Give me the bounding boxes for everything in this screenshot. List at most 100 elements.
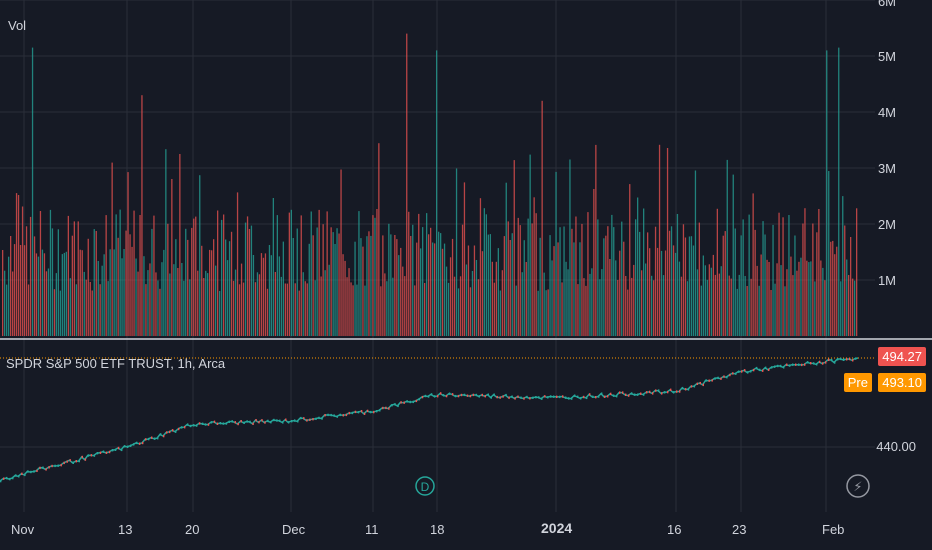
price-candle bbox=[291, 420, 293, 423]
volume-bar bbox=[854, 280, 856, 336]
price-candle bbox=[472, 393, 475, 397]
price-candle bbox=[628, 394, 630, 397]
volume-bar bbox=[790, 256, 792, 336]
split-marker-glyph: ⚡ bbox=[853, 480, 862, 495]
volume-bar bbox=[296, 228, 298, 336]
volume-bar bbox=[710, 267, 712, 336]
price-candle bbox=[684, 388, 687, 391]
price-candle bbox=[481, 393, 483, 397]
volume-bar bbox=[230, 231, 233, 336]
volume-bar bbox=[656, 247, 659, 336]
volume-bar bbox=[599, 279, 601, 336]
price-candle bbox=[418, 398, 421, 401]
volume-bar bbox=[228, 241, 231, 336]
dividend-marker-icon[interactable] bbox=[415, 476, 435, 496]
price-candle bbox=[294, 419, 296, 422]
price-candle bbox=[831, 358, 833, 362]
volume-bar bbox=[746, 286, 748, 336]
volume-bar bbox=[137, 271, 139, 336]
volume-bar bbox=[342, 254, 344, 336]
last-price-tag: 494.27 bbox=[878, 347, 926, 366]
volume-bar bbox=[820, 260, 822, 336]
price-candle bbox=[643, 393, 645, 396]
price-candle bbox=[852, 359, 854, 362]
price-candle bbox=[463, 393, 466, 397]
volume-bar bbox=[207, 273, 209, 336]
price-candle bbox=[339, 413, 341, 417]
volume-bar bbox=[619, 250, 621, 336]
volume-bar bbox=[525, 262, 527, 336]
price-candle bbox=[714, 377, 716, 380]
volume-bar bbox=[609, 259, 611, 336]
price-candle bbox=[502, 395, 504, 398]
price-candle bbox=[342, 414, 344, 417]
price-candle bbox=[687, 388, 690, 391]
volume-bar bbox=[430, 227, 432, 336]
price-candle bbox=[66, 460, 68, 463]
price-candle bbox=[430, 393, 433, 396]
price-candle bbox=[60, 464, 62, 467]
volume-bar bbox=[322, 224, 324, 336]
volume-bar bbox=[511, 233, 513, 336]
price-candle bbox=[559, 395, 561, 399]
volume-bar bbox=[280, 276, 282, 336]
volume-bar bbox=[197, 270, 199, 336]
price-candle bbox=[312, 418, 314, 421]
price-candle bbox=[520, 396, 522, 399]
price-candle bbox=[765, 366, 767, 369]
price-candle bbox=[225, 422, 228, 425]
volume-bar bbox=[424, 283, 426, 336]
price-candle bbox=[196, 424, 198, 427]
volume-bar bbox=[75, 284, 77, 336]
volume-bar bbox=[159, 288, 161, 336]
price-candle bbox=[69, 459, 71, 462]
volume-bar bbox=[758, 285, 760, 336]
volume-bar bbox=[318, 209, 320, 336]
volume-bar bbox=[627, 289, 629, 336]
volume-bar bbox=[830, 241, 832, 336]
volume-bar bbox=[440, 233, 442, 336]
volume-bar bbox=[157, 280, 159, 336]
volume-bar bbox=[31, 47, 34, 336]
price-candle bbox=[178, 427, 180, 431]
volume-bar bbox=[734, 228, 736, 336]
volume-bar bbox=[483, 208, 485, 336]
volume-bar bbox=[708, 264, 710, 336]
volume-bar bbox=[567, 269, 569, 336]
volume-bar bbox=[65, 251, 67, 336]
volume-bar bbox=[139, 215, 141, 336]
volume-bar bbox=[225, 239, 227, 336]
price-candle bbox=[828, 358, 830, 361]
volume-bar bbox=[310, 211, 312, 336]
price-candle bbox=[786, 363, 788, 366]
volume-bar bbox=[179, 154, 181, 336]
volume-bar bbox=[698, 222, 700, 336]
volume-bar bbox=[806, 260, 808, 336]
volume-bar bbox=[547, 289, 549, 336]
volume-bar bbox=[117, 237, 119, 336]
price-candle bbox=[658, 389, 660, 392]
volume-bar bbox=[292, 238, 294, 336]
volume-bar bbox=[467, 245, 470, 336]
vol-tick-5m: 5M bbox=[877, 49, 896, 64]
price-candle bbox=[321, 417, 323, 420]
volume-bar bbox=[463, 182, 466, 336]
split-marker-icon[interactable] bbox=[846, 474, 870, 498]
price-candle bbox=[568, 397, 570, 400]
price-candle bbox=[798, 363, 800, 366]
price-candle bbox=[412, 400, 414, 404]
volume-bar bbox=[559, 227, 561, 336]
volume-bar bbox=[583, 278, 585, 336]
volume-bar bbox=[565, 261, 567, 336]
volume-bar bbox=[272, 198, 274, 336]
price-candle bbox=[21, 472, 23, 475]
volume-bar bbox=[352, 285, 354, 336]
volume-bar bbox=[660, 250, 663, 336]
price-candle bbox=[580, 397, 582, 400]
volume-bar bbox=[434, 243, 436, 336]
volume-bar bbox=[796, 270, 798, 336]
price-legend[interactable]: SPDR S&P 500 ETF TRUST, 1h, Arca bbox=[6, 356, 226, 371]
volume-bar bbox=[33, 236, 36, 336]
price-candle bbox=[394, 403, 396, 406]
